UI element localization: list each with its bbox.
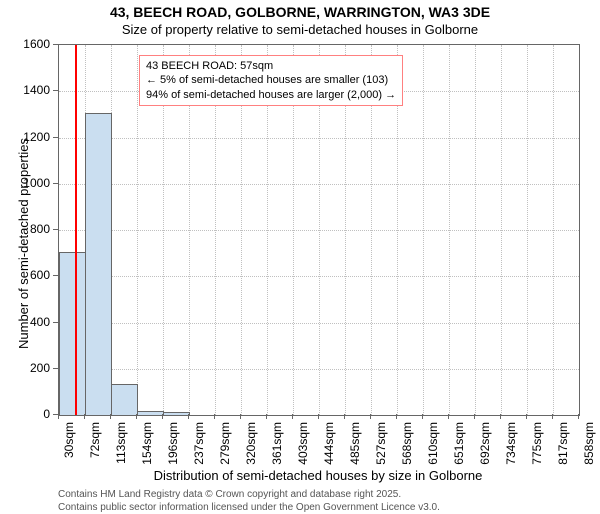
marker-line (75, 45, 77, 415)
ytick-mark (53, 90, 58, 91)
xtick-label: 30sqm (62, 422, 76, 458)
xtick-label: 279sqm (218, 422, 232, 465)
xtick-mark (526, 414, 527, 419)
ytick-label: 1200 (23, 130, 50, 144)
ytick-label: 1000 (23, 176, 50, 190)
xtick-label: 610sqm (426, 422, 440, 465)
annotation-box: 43 BEECH ROAD: 57sqm ← 5% of semi-detach… (139, 55, 403, 106)
xtick-label: 527sqm (374, 422, 388, 465)
xtick-mark (292, 414, 293, 419)
ytick-mark (53, 275, 58, 276)
attribution: Contains HM Land Registry data © Crown c… (58, 488, 440, 514)
chart-container: 43, BEECH ROAD, GOLBORNE, WARRINGTON, WA… (0, 0, 600, 500)
attribution-line1: Contains HM Land Registry data © Crown c… (58, 488, 440, 501)
xtick-label: 196sqm (166, 422, 180, 465)
xtick-label: 154sqm (140, 422, 154, 465)
xtick-label: 361sqm (270, 422, 284, 465)
xtick-mark (318, 414, 319, 419)
xtick-mark (84, 414, 85, 419)
xtick-label: 113sqm (114, 422, 128, 464)
annotation-line1: 43 BEECH ROAD: 57sqm (146, 59, 396, 73)
xtick-label: 320sqm (244, 422, 258, 465)
xtick-mark (448, 414, 449, 419)
grid-line-h (59, 323, 579, 324)
xtick-label: 692sqm (478, 422, 492, 465)
ytick-label: 400 (30, 315, 50, 329)
ytick-mark (53, 322, 58, 323)
histogram-bar (59, 252, 86, 415)
annotation-line2: ← 5% of semi-detached houses are smaller… (146, 73, 396, 87)
xtick-mark (370, 414, 371, 419)
xtick-label: 651sqm (452, 422, 466, 465)
xtick-label: 72sqm (88, 422, 102, 458)
xtick-mark (474, 414, 475, 419)
ytick-label: 0 (43, 407, 50, 421)
xtick-mark (240, 414, 241, 419)
xtick-mark (110, 414, 111, 419)
ytick-label: 800 (30, 222, 50, 236)
xtick-mark (58, 414, 59, 419)
chart-title-sub: Size of property relative to semi-detach… (0, 22, 600, 37)
xtick-label: 734sqm (504, 422, 518, 465)
xtick-mark (344, 414, 345, 419)
xtick-label: 858sqm (582, 422, 596, 465)
xtick-mark (162, 414, 163, 419)
histogram-bar (163, 412, 190, 415)
ytick-label: 1400 (23, 83, 50, 97)
xtick-mark (266, 414, 267, 419)
xtick-label: 444sqm (322, 422, 336, 465)
plot-area: 43 BEECH ROAD: 57sqm ← 5% of semi-detach… (58, 44, 580, 416)
ytick-mark (53, 229, 58, 230)
x-axis-label: Distribution of semi-detached houses by … (58, 468, 578, 483)
xtick-mark (188, 414, 189, 419)
xtick-label: 403sqm (296, 422, 310, 465)
xtick-mark (500, 414, 501, 419)
histogram-bar (85, 113, 112, 415)
histogram-bar (137, 411, 164, 415)
xtick-label: 485sqm (348, 422, 362, 465)
annotation-line3: 94% of semi-detached houses are larger (… (146, 88, 396, 102)
ytick-mark (53, 183, 58, 184)
xtick-mark (396, 414, 397, 419)
ytick-label: 600 (30, 268, 50, 282)
xtick-label: 568sqm (400, 422, 414, 465)
xtick-label: 817sqm (556, 422, 570, 465)
ytick-mark (53, 44, 58, 45)
xtick-label: 237sqm (192, 422, 206, 465)
xtick-mark (136, 414, 137, 419)
ytick-label: 200 (30, 361, 50, 375)
attribution-line2: Contains public sector information licen… (58, 501, 440, 514)
grid-line-h (59, 369, 579, 370)
grid-line-h (59, 276, 579, 277)
histogram-bar (111, 384, 138, 415)
grid-line-h (59, 138, 579, 139)
ytick-mark (53, 368, 58, 369)
xtick-mark (422, 414, 423, 419)
y-axis-label: Number of semi-detached properties (16, 138, 31, 349)
ytick-mark (53, 137, 58, 138)
xtick-mark (552, 414, 553, 419)
chart-title-main: 43, BEECH ROAD, GOLBORNE, WARRINGTON, WA… (0, 4, 600, 20)
xtick-mark (578, 414, 579, 419)
grid-line-h (59, 230, 579, 231)
xtick-label: 775sqm (530, 422, 544, 465)
xtick-mark (214, 414, 215, 419)
grid-line-h (59, 184, 579, 185)
ytick-label: 1600 (23, 37, 50, 51)
